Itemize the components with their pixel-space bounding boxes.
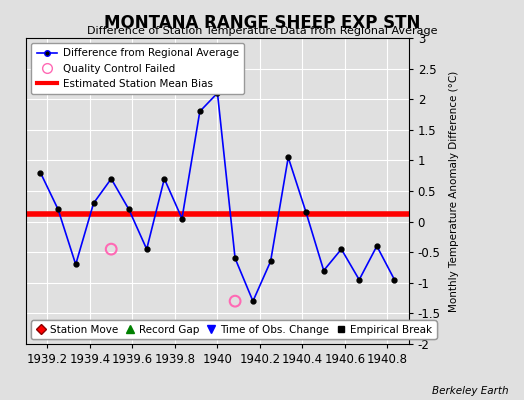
Point — [231, 298, 239, 304]
Text: Difference of Station Temperature Data from Regional Average: Difference of Station Temperature Data f… — [87, 26, 437, 36]
Text: MONTANA RANGE SHEEP EXP STN: MONTANA RANGE SHEEP EXP STN — [104, 14, 420, 32]
Legend: Station Move, Record Gap, Time of Obs. Change, Empirical Break: Station Move, Record Gap, Time of Obs. C… — [31, 320, 436, 339]
Point — [107, 246, 115, 252]
Text: Berkeley Earth: Berkeley Earth — [432, 386, 508, 396]
Y-axis label: Monthly Temperature Anomaly Difference (°C): Monthly Temperature Anomaly Difference (… — [449, 70, 459, 312]
